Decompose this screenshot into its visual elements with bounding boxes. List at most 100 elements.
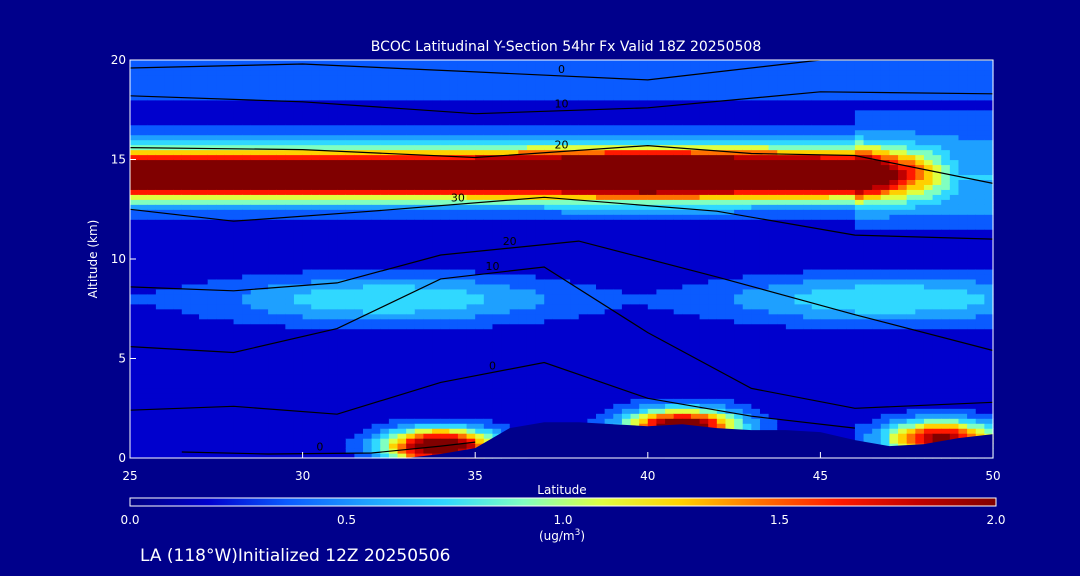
field-cell: [155, 318, 166, 325]
field-cell: [501, 204, 511, 210]
field-cell: [311, 403, 321, 409]
field-cell: [475, 69, 485, 76]
field-cell: [276, 154, 286, 161]
field-cell: [457, 368, 468, 375]
field-cell: [492, 234, 502, 240]
field-cell: [319, 259, 330, 265]
field-cell: [440, 438, 450, 444]
field-cell: [371, 308, 381, 315]
field-cell: [535, 293, 545, 300]
field-cell: [440, 373, 450, 379]
field-cell: [147, 79, 157, 86]
field-cell: [138, 94, 148, 101]
field-cell: [293, 234, 304, 240]
field-cell: [233, 224, 243, 230]
field-cell: [319, 383, 330, 389]
field-cell: [354, 333, 364, 340]
field-cell: [319, 60, 330, 66]
field-cell: [596, 373, 606, 379]
field-cell: [130, 308, 140, 315]
field-cell: [293, 134, 304, 141]
field-cell: [492, 283, 502, 290]
field-cell: [492, 298, 502, 305]
field-cell: [130, 318, 140, 325]
field-cell: [656, 164, 666, 171]
field-cell: [242, 453, 252, 459]
field-cell: [216, 169, 226, 176]
field-cell: [207, 234, 217, 240]
field-cell: [544, 398, 554, 404]
field-cell: [535, 129, 545, 136]
field-cell: [285, 343, 295, 350]
field-cell: [138, 199, 148, 205]
field-cell: [604, 154, 614, 161]
field-cell: [578, 318, 588, 325]
field-cell: [432, 323, 442, 330]
field-cell: [423, 104, 433, 111]
field-cell: [570, 403, 580, 409]
field-cell: [526, 298, 537, 305]
field-cell: [414, 239, 425, 245]
field-cell: [276, 323, 286, 330]
field-cell: [518, 239, 528, 245]
field-cell: [302, 89, 312, 96]
field-cell: [449, 74, 459, 81]
field-cell: [621, 189, 632, 195]
field-cell: [242, 298, 252, 305]
field-cell: [501, 308, 511, 315]
field-cell: [319, 224, 330, 230]
field-cell: [604, 164, 614, 171]
field-cell: [138, 124, 148, 131]
field-cell: [233, 373, 243, 379]
field-cell: [665, 393, 675, 399]
field-cell: [337, 249, 347, 255]
field-cell: [138, 448, 148, 454]
field-cell: [414, 343, 425, 350]
field-cell: [449, 64, 459, 71]
field-cell: [380, 109, 390, 116]
field-cell: [475, 298, 485, 305]
field-cell: [345, 184, 355, 190]
field-cell: [130, 69, 140, 76]
field-cell: [285, 69, 295, 76]
field-cell: [613, 164, 623, 171]
field-cell: [440, 418, 450, 424]
field-cell: [337, 179, 347, 185]
field-cell: [155, 159, 166, 166]
field-cell: [173, 179, 183, 185]
field-cell: [423, 79, 433, 86]
field-cell: [293, 74, 304, 81]
field-cell: [544, 388, 554, 394]
field-cell: [147, 234, 157, 240]
field-cell: [173, 418, 183, 424]
field-cell: [544, 308, 554, 315]
field-cell: [285, 249, 295, 255]
field-cell: [268, 278, 278, 285]
field-cell: [155, 378, 166, 384]
field-cell: [475, 164, 485, 171]
field-cell: [406, 249, 416, 255]
field-cell: [483, 298, 494, 305]
field-cell: [233, 249, 243, 255]
field-cell: [190, 338, 200, 345]
field-cell: [475, 104, 485, 111]
field-cell: [518, 214, 528, 220]
field-cell: [138, 84, 148, 91]
field-cell: [656, 403, 666, 409]
field-cell: [259, 343, 269, 350]
field-cell: [302, 249, 312, 255]
field-cell: [319, 219, 330, 225]
field-cell: [319, 288, 330, 295]
field-cell: [311, 303, 321, 310]
field-cell: [337, 154, 347, 161]
field-cell: [173, 254, 183, 260]
field-cell: [224, 74, 235, 81]
field-cell: [285, 318, 295, 325]
field-cell: [155, 139, 166, 146]
field-cell: [337, 263, 347, 270]
field-cell: [302, 393, 312, 399]
field-cell: [639, 204, 649, 210]
field-cell: [371, 164, 381, 171]
field-cell: [457, 373, 468, 379]
field-cell: [259, 79, 269, 86]
